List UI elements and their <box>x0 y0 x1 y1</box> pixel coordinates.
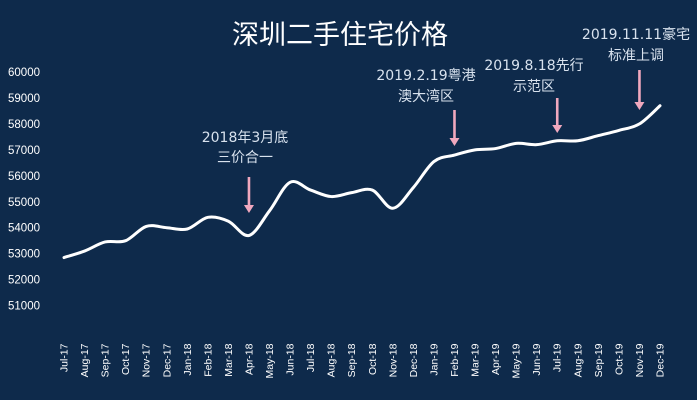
data-point <box>515 142 517 144</box>
x-tick-label: Apr-19 <box>490 343 502 375</box>
data-point <box>207 216 209 218</box>
data-point <box>638 123 641 125</box>
x-tick-label: Feb-19 <box>449 343 461 376</box>
data-point <box>83 250 86 252</box>
x-tick-label: Jun-19 <box>531 343 543 375</box>
x-tick-label: Sep-19 <box>593 343 605 377</box>
series-layer <box>62 104 662 260</box>
annotation-arrow-head <box>449 138 460 146</box>
data-point <box>145 225 147 228</box>
x-tick-label: Mar-19 <box>470 343 482 376</box>
data-point <box>618 129 620 131</box>
data-point <box>104 241 106 243</box>
data-point <box>556 140 558 142</box>
data-point <box>289 181 291 183</box>
annotation-label: 三价合一 <box>217 150 273 166</box>
x-tick-label: May-18 <box>264 343 276 378</box>
x-tick-label: Feb-18 <box>202 343 214 376</box>
x-tick-label: Dec-19 <box>655 343 667 377</box>
data-point <box>371 189 373 191</box>
data-point <box>248 234 250 237</box>
annotation-arrow-head <box>243 205 254 213</box>
y-tick-label: 59000 <box>8 93 40 105</box>
annotation-label: 标准上调 <box>608 48 664 64</box>
data-point <box>330 195 332 198</box>
x-tick-label: Aug-17 <box>79 343 91 377</box>
series-line <box>62 104 662 260</box>
y-tick-label: 52000 <box>8 275 40 287</box>
data-point <box>412 186 414 189</box>
chart-title: 深圳二手住宅价格 <box>232 20 448 51</box>
data-point <box>494 147 497 150</box>
y-tick-label: 57000 <box>8 145 40 157</box>
x-tick-label: Jan-18 <box>182 343 194 375</box>
data-point <box>474 149 476 151</box>
x-tick-label: Nov-17 <box>141 343 153 377</box>
x-tick-label: Apr-18 <box>243 343 255 375</box>
x-tick-label: Oct-17 <box>120 343 132 375</box>
x-tick-label: Jun-18 <box>285 343 297 375</box>
x-tick-label: Sep-18 <box>346 343 358 377</box>
data-point <box>63 256 65 259</box>
annotation-label: 澳大湾区 <box>398 88 454 105</box>
y-axis: 51000 52000 53000 54000 55000 56000 57000 58000… <box>8 67 40 313</box>
data-point <box>227 220 230 222</box>
y-tick-label: 55000 <box>8 197 40 209</box>
data-point <box>453 154 456 156</box>
data-point <box>166 227 168 229</box>
x-tick-label: Sep-17 <box>100 343 112 377</box>
y-tick-label: 56000 <box>8 171 40 183</box>
x-tick-label: Nov-19 <box>634 343 646 377</box>
annotation-label: 2019.2.19粤港 <box>376 68 475 84</box>
y-tick-label: 53000 <box>8 249 40 261</box>
x-tick-label: Dec-17 <box>161 343 173 377</box>
x-tick-label: Jul-18 <box>305 343 317 372</box>
annotation-label: 2019.11.11豪宅 <box>582 27 690 43</box>
data-point <box>659 105 661 107</box>
data-point <box>125 240 127 242</box>
x-tick-label: Aug-18 <box>326 343 338 377</box>
annotation-arrow-head <box>552 125 563 133</box>
data-point <box>186 228 188 230</box>
y-tick-label: 60000 <box>8 67 40 79</box>
x-tick-label: Dec-18 <box>408 343 420 377</box>
data-point <box>536 144 538 146</box>
x-axis: Jul-17 Aug-17 Sep-17 Oct-17 Nov-17 Dec-17 Jan-… <box>59 343 667 378</box>
x-tick-label: Jul-17 <box>59 343 71 372</box>
x-tick-label: Oct-18 <box>367 343 379 375</box>
data-point <box>310 189 312 191</box>
x-tick-label: Mar-18 <box>223 343 235 376</box>
data-point <box>433 160 435 163</box>
data-point <box>577 140 579 142</box>
data-point <box>392 207 394 209</box>
x-tick-label: Jul-19 <box>552 343 564 372</box>
x-tick-label: Oct-19 <box>613 343 625 375</box>
annotation-arrow-head <box>634 102 645 110</box>
data-point <box>268 210 271 212</box>
data-point <box>351 192 353 194</box>
y-tick-label: 51000 <box>8 301 40 313</box>
x-tick-label: Nov-18 <box>387 343 399 377</box>
annotation-label: 2018年3月底 <box>202 130 289 146</box>
annotation-label: 2019.8.18先行 <box>484 58 583 74</box>
y-tick-label: 58000 <box>8 119 40 131</box>
x-tick-label: May-19 <box>511 343 523 378</box>
annotation-layer: 2018年3月底三价合一2019.2.19粤港澳大湾区2019.8.18先行示范… <box>202 27 690 213</box>
annotation-label: 示范区 <box>513 78 555 95</box>
x-tick-label: Aug-19 <box>572 343 584 377</box>
y-tick-label: 54000 <box>8 223 40 235</box>
data-point <box>597 134 599 137</box>
x-tick-label: Jan-19 <box>428 343 440 375</box>
